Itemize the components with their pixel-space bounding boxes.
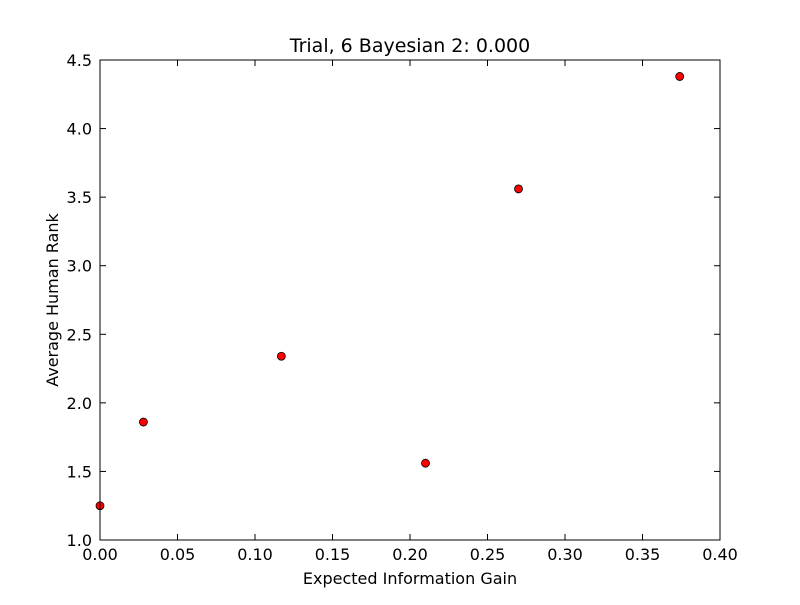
data-point-2 xyxy=(276,351,286,361)
y-tick-label: 4.0 xyxy=(67,120,92,139)
y-tick-label: 2.0 xyxy=(67,394,92,413)
y-tick-label: 3.0 xyxy=(67,257,92,276)
plot-area xyxy=(100,60,720,540)
x-tick-label: 0.15 xyxy=(315,545,351,564)
data-point-5 xyxy=(675,72,685,81)
y-tick-label: 1.5 xyxy=(67,462,92,481)
plot-frame xyxy=(99,59,721,541)
x-tick-label: 0.05 xyxy=(160,545,196,564)
data-point-3 xyxy=(421,458,430,468)
y-tick-label: 1.0 xyxy=(67,531,92,550)
data-point-4 xyxy=(514,184,523,194)
data-point-1 xyxy=(138,417,148,427)
y-tick-label: 4.5 xyxy=(67,51,92,70)
y-tick-label: 3.5 xyxy=(67,188,92,207)
y-tick-label: 2.5 xyxy=(67,325,92,344)
x-tick-label: 0.40 xyxy=(702,545,738,564)
x-tick-label: 0.10 xyxy=(237,545,273,564)
y-axis-label: Average Human Rank xyxy=(43,212,62,386)
x-tick-label: 0.25 xyxy=(470,545,506,564)
x-tick-label: 0.30 xyxy=(547,545,583,564)
x-tick-label: 0.20 xyxy=(392,545,428,564)
x-axis-label: Expected Information Gain xyxy=(303,569,517,588)
chart-title: Trial, 6 Bayesian 2: 0.000 xyxy=(289,35,530,57)
ticks-group: 0.00 0.05 0.10 0.15 0.20 0.25 0.30 0.35 0.40 1.0 1… xyxy=(67,51,738,564)
data-points-group xyxy=(95,72,685,511)
x-tick-label: 0.35 xyxy=(625,545,661,564)
x-tick-label: 0.00 xyxy=(82,545,118,564)
